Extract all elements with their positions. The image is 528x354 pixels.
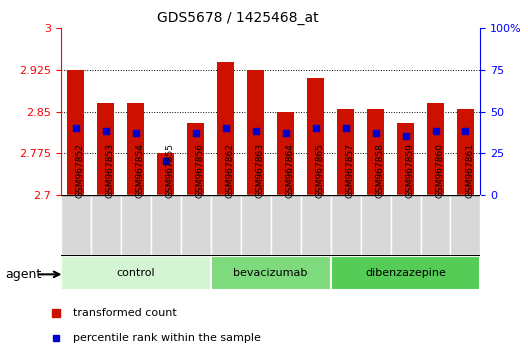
Bar [127,103,144,195]
FancyBboxPatch shape [271,195,300,255]
Text: GSM967860: GSM967860 [436,143,445,198]
FancyBboxPatch shape [361,195,391,255]
FancyBboxPatch shape [331,195,361,255]
Text: GSM967865: GSM967865 [316,143,325,198]
Text: GSM967852: GSM967852 [76,143,84,198]
Bar [187,122,204,195]
Bar [277,112,294,195]
Text: GDS5678 / 1425468_at: GDS5678 / 1425468_at [157,11,318,25]
Bar [218,62,234,195]
FancyBboxPatch shape [150,195,181,255]
Bar [367,109,384,195]
Text: GSM967862: GSM967862 [225,143,234,198]
FancyBboxPatch shape [241,195,271,255]
FancyBboxPatch shape [121,195,150,255]
Text: GSM967858: GSM967858 [375,143,384,198]
Bar [427,103,444,195]
FancyBboxPatch shape [300,195,331,255]
Text: GSM967856: GSM967856 [196,143,205,198]
FancyBboxPatch shape [211,256,331,290]
Text: GSM967855: GSM967855 [166,143,175,198]
Text: bevacizumab: bevacizumab [233,268,308,278]
Text: control: control [116,268,155,278]
Text: GSM967861: GSM967861 [466,143,475,198]
FancyBboxPatch shape [181,195,211,255]
Text: GSM967859: GSM967859 [406,143,414,198]
Text: agent: agent [5,268,42,281]
FancyBboxPatch shape [61,195,91,255]
Text: transformed count: transformed count [73,308,177,318]
Text: GSM967864: GSM967864 [286,143,295,198]
Text: GSM967863: GSM967863 [256,143,265,198]
FancyBboxPatch shape [420,195,450,255]
Bar [337,109,354,195]
Bar [457,109,474,195]
Text: dibenzazepine: dibenzazepine [365,268,446,278]
Text: GSM967857: GSM967857 [345,143,355,198]
Bar [397,122,414,195]
FancyBboxPatch shape [211,195,241,255]
Bar [307,78,324,195]
Bar [68,70,84,195]
FancyBboxPatch shape [331,256,480,290]
FancyBboxPatch shape [450,195,480,255]
FancyBboxPatch shape [391,195,420,255]
Bar [157,153,174,195]
Text: percentile rank within the sample: percentile rank within the sample [73,333,261,343]
Bar [247,70,264,195]
FancyBboxPatch shape [61,256,211,290]
Text: GSM967853: GSM967853 [106,143,115,198]
Bar [98,103,114,195]
FancyBboxPatch shape [91,195,121,255]
Text: GSM967854: GSM967854 [136,143,145,198]
